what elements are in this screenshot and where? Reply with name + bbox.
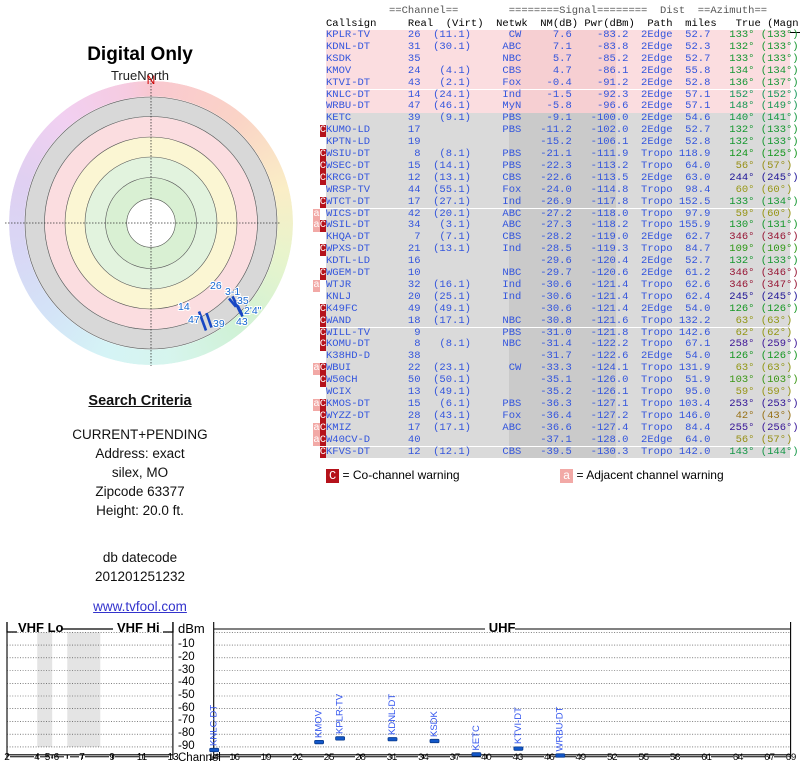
svg-text:KDNL-DT: KDNL-DT bbox=[387, 694, 398, 735]
svg-text:WRBU-DT: WRBU-DT bbox=[555, 706, 566, 751]
svg-text:KNLC-DT: KNLC-DT bbox=[209, 705, 220, 746]
svg-text:KSDK: KSDK bbox=[429, 710, 440, 737]
svg-text:KPLR-TV: KPLR-TV bbox=[335, 693, 346, 734]
svg-text:KETC: KETC bbox=[471, 725, 482, 750]
svg-text:KMOV: KMOV bbox=[314, 709, 325, 738]
svg-text:KTVI-DT: KTVI-DT bbox=[513, 707, 524, 744]
